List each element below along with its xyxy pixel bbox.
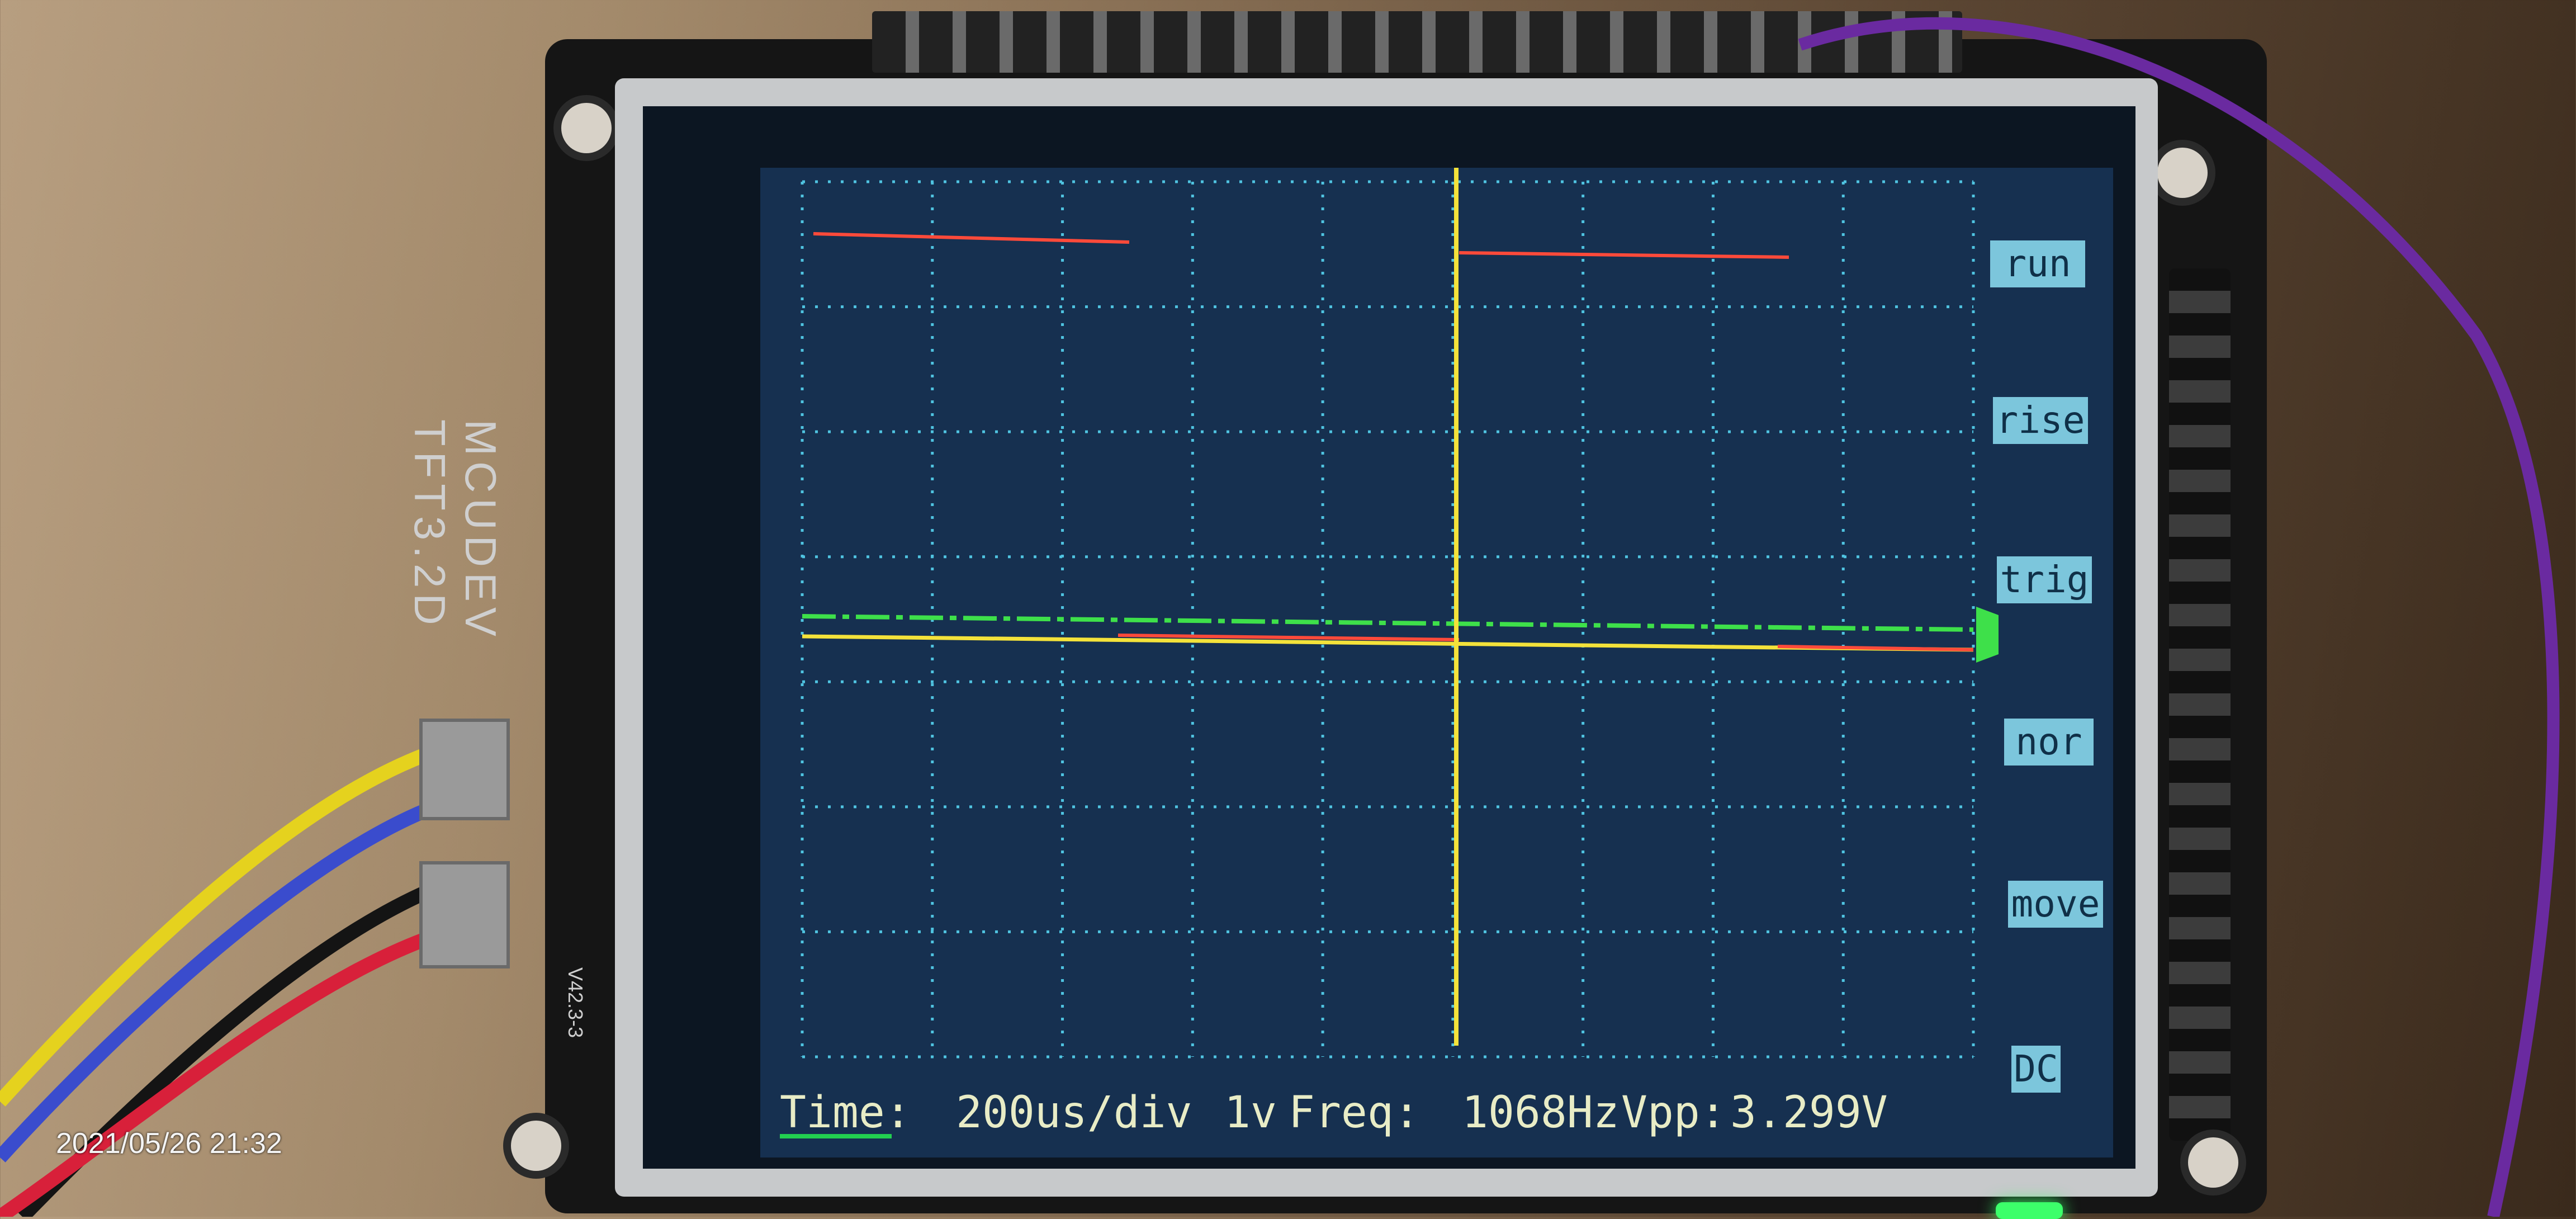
volts-per-div: 1v bbox=[1224, 1088, 1277, 1138]
scope-screen bbox=[760, 168, 2113, 1157]
run-button[interactable]: run bbox=[1990, 240, 2085, 287]
side-pins bbox=[2169, 268, 2231, 1141]
oscilloscope-display bbox=[801, 168, 1999, 1059]
freq-value: 1068Hz bbox=[1462, 1088, 1620, 1138]
photo-timestamp: 2021/05/26 21:32 bbox=[56, 1127, 282, 1160]
dc-button[interactable]: DC bbox=[2011, 1046, 2061, 1093]
status-bar: Time: 200us/div 1v Freq: 1068Hz Vpp: 3.2… bbox=[777, 1088, 1951, 1138]
time-underline bbox=[780, 1134, 892, 1138]
wire-connector bbox=[419, 719, 510, 820]
mount-hole bbox=[553, 95, 619, 161]
time-label: Time: bbox=[780, 1088, 911, 1138]
trigger-level-line bbox=[802, 614, 1974, 632]
wire-bundle bbox=[0, 748, 450, 1217]
trace-red-low-right bbox=[1777, 645, 1974, 651]
board-version: V42.3-3 bbox=[564, 967, 587, 1038]
move-button[interactable]: move bbox=[2008, 881, 2103, 928]
mount-hole bbox=[2180, 1130, 2246, 1196]
trace-red-high-left bbox=[813, 232, 1130, 244]
freq-label: Freq: bbox=[1289, 1088, 1420, 1138]
scope-grid bbox=[801, 180, 1975, 1059]
trace-red-high-right bbox=[1459, 251, 1789, 259]
trigger-marker-icon bbox=[1976, 607, 1999, 663]
wire-connector bbox=[419, 861, 510, 968]
status-led bbox=[1996, 1202, 2063, 1219]
rise-button[interactable]: rise bbox=[1993, 397, 2088, 444]
purple-wire bbox=[1798, 17, 2560, 1217]
board-silkscreen: MCUDEV TFT3.2D bbox=[405, 419, 505, 642]
vpp-label: Vpp: bbox=[1621, 1088, 1726, 1138]
trig-button[interactable]: trig bbox=[1997, 556, 2092, 603]
header-pins bbox=[872, 11, 1962, 73]
timebase-value: 200us/div bbox=[956, 1088, 1192, 1138]
nor-button[interactable]: nor bbox=[2004, 719, 2094, 766]
vpp-value: 3.299V bbox=[1730, 1088, 1888, 1138]
trace-red-low bbox=[1117, 634, 1460, 641]
